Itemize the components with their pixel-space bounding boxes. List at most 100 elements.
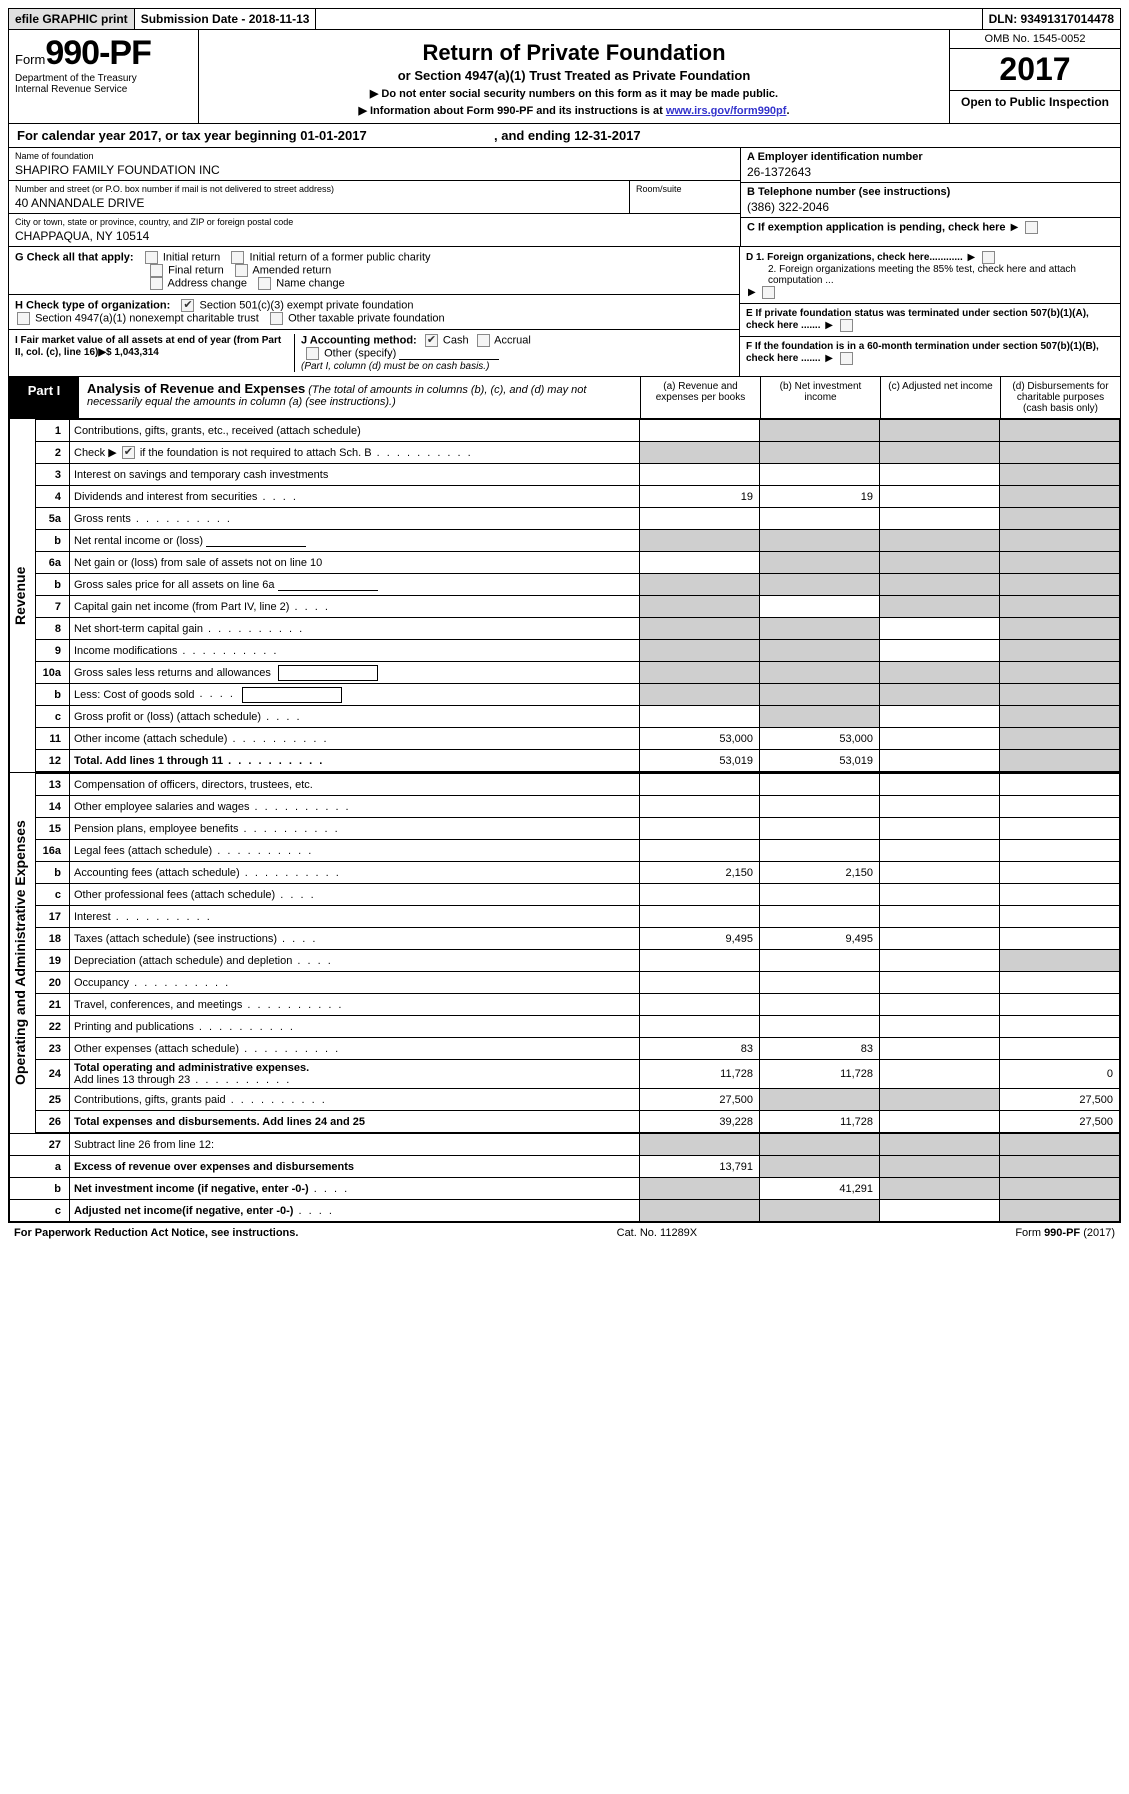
identity-grid: Name of foundation SHAPIRO FAMILY FOUNDA…: [9, 148, 1120, 247]
table-row: bAccounting fees (attach schedule)2,1502…: [36, 862, 1120, 884]
j1-label: Cash: [443, 334, 469, 346]
table-row: 12Total. Add lines 1 through 1153,01953,…: [36, 750, 1120, 772]
name-cell: Name of foundation SHAPIRO FAMILY FOUNDA…: [9, 148, 740, 181]
e-section: E If private foundation status was termi…: [740, 304, 1120, 337]
r6b-line: [278, 579, 378, 591]
ij-section: I Fair market value of all assets at end…: [9, 330, 739, 376]
g3-label: Final return: [168, 264, 224, 276]
address-cell: Number and street (or P.O. box number if…: [9, 181, 740, 214]
g2-checkbox[interactable]: [231, 251, 244, 264]
calendar-year-row: For calendar year 2017, or tax year begi…: [9, 124, 1120, 148]
arrow-icon: [966, 252, 978, 263]
g1-checkbox[interactable]: [145, 251, 158, 264]
name-label: Name of foundation: [15, 151, 734, 161]
table-row: 10aGross sales less returns and allowanc…: [36, 662, 1120, 684]
table-row: cAdjusted net income(if negative, enter …: [10, 1200, 1120, 1222]
g6-checkbox[interactable]: [258, 277, 271, 290]
r19-d: Depreciation (attach schedule) and deple…: [74, 955, 292, 967]
i-label: I Fair market value of all assets at end…: [15, 335, 281, 358]
part1-desc: Analysis of Revenue and Expenses (The to…: [79, 377, 640, 418]
arrow-icon: [823, 353, 835, 364]
schb-checkbox[interactable]: [122, 446, 135, 459]
d-section: D 1. Foreign organizations, check here..…: [740, 247, 1120, 304]
h1-checkbox[interactable]: [181, 299, 194, 312]
g6-label: Name change: [276, 277, 345, 289]
ein-cell: A Employer identification number 26-1372…: [741, 148, 1120, 183]
g-section: G Check all that apply: Initial return I…: [9, 247, 739, 295]
table-row: 19Depreciation (attach schedule) and dep…: [36, 950, 1120, 972]
tel-cell: B Telephone number (see instructions) (3…: [741, 183, 1120, 218]
form-prefix: Form: [15, 52, 45, 67]
r10a-d: Gross sales less returns and allowances: [74, 666, 271, 678]
r10b-d: Less: Cost of goods sold: [74, 688, 194, 700]
r16a-d: Legal fees (attach schedule): [74, 845, 212, 857]
g4-checkbox[interactable]: [235, 264, 248, 277]
irs: Internal Revenue Service: [15, 84, 192, 95]
g2-label: Initial return of a former public charit…: [250, 251, 431, 263]
line27-table: 27Subtract line 26 from line 12: aExcess…: [9, 1133, 1120, 1222]
r9-d: Income modifications: [74, 645, 177, 657]
r11-d: Other income (attach schedule): [74, 733, 227, 745]
e-checkbox[interactable]: [840, 319, 853, 332]
f-checkbox[interactable]: [840, 352, 853, 365]
instructions-link[interactable]: www.irs.gov/form990pf: [666, 105, 787, 117]
table-row: 17Interest: [36, 906, 1120, 928]
footer-left: For Paperwork Reduction Act Notice, see …: [14, 1227, 298, 1239]
h2-label: Section 4947(a)(1) nonexempt charitable …: [35, 312, 259, 324]
d1-checkbox[interactable]: [982, 251, 995, 264]
header-left: Form990-PF Department of the Treasury In…: [9, 30, 199, 123]
ghij-def-row: G Check all that apply: Initial return I…: [9, 247, 1120, 376]
addr-label: Number and street (or P.O. box number if…: [15, 184, 623, 194]
part1-tag: Part I: [9, 377, 79, 418]
table-row: 22Printing and publications: [36, 1016, 1120, 1038]
col-d-header: (d) Disbursements for charitable purpose…: [1000, 377, 1120, 418]
j-label: J Accounting method:: [301, 334, 417, 346]
r10b-box: [242, 687, 342, 703]
r6b-d: Gross sales price for all assets on line…: [74, 579, 275, 591]
table-row: 25Contributions, gifts, grants paid27,50…: [36, 1089, 1120, 1111]
r23-d: Other expenses (attach schedule): [74, 1043, 239, 1055]
r5b-line: [206, 535, 306, 547]
topbar: efile GRAPHIC print Submission Date - 20…: [9, 9, 1120, 30]
topbar-spacer: [316, 9, 982, 29]
h-label: H Check type of organization:: [15, 299, 170, 311]
table-row: bNet rental income or (loss): [36, 530, 1120, 552]
h2-checkbox[interactable]: [17, 312, 30, 325]
table-row: 1Contributions, gifts, grants, etc., rec…: [36, 420, 1120, 442]
g5-checkbox[interactable]: [150, 277, 163, 290]
r5a-d: Gross rents: [74, 513, 131, 525]
expenses-side-label: Operating and Administrative Expenses: [9, 773, 35, 1133]
form-container: efile GRAPHIC print Submission Date - 20…: [8, 8, 1121, 1223]
j1-checkbox[interactable]: [425, 334, 438, 347]
r2-post: if the foundation is not required to att…: [140, 447, 372, 459]
h3-checkbox[interactable]: [270, 312, 283, 325]
h1-label: Section 501(c)(3) exempt private foundat…: [199, 299, 413, 311]
table-row: 9Income modifications: [36, 640, 1120, 662]
table-row: 21Travel, conferences, and meetings: [36, 994, 1120, 1016]
g1-label: Initial return: [163, 251, 220, 263]
c-checkbox[interactable]: [1025, 221, 1038, 234]
arrow-icon: [1009, 221, 1021, 233]
table-row: 14Other employee salaries and wages: [36, 796, 1120, 818]
open-to-public: Open to Public Inspection: [950, 91, 1120, 113]
r5b-d: Net rental income or (loss): [74, 535, 203, 547]
j2-label: Accrual: [494, 334, 531, 346]
j-note: (Part I, column (d) must be on cash basi…: [301, 361, 489, 372]
footer-right: Form 990-PF (2017): [1015, 1227, 1115, 1239]
revenue-side-label: Revenue: [9, 419, 35, 772]
room-label: Room/suite: [636, 184, 734, 194]
r17-d: Interest: [74, 911, 111, 923]
ein-value: 26-1372643: [747, 165, 1114, 179]
table-row: 26Total expenses and disbursements. Add …: [36, 1111, 1120, 1133]
d2-checkbox[interactable]: [762, 286, 775, 299]
j2-checkbox[interactable]: [477, 334, 490, 347]
form-title: Return of Private Foundation: [209, 40, 939, 66]
r24-d: Total operating and administrative expen…: [74, 1062, 309, 1074]
dln: DLN: 93491317014478: [983, 9, 1120, 29]
form-number: 990-PF: [45, 34, 151, 72]
j3-checkbox[interactable]: [306, 347, 319, 360]
table-row: 18Taxes (attach schedule) (see instructi…: [36, 928, 1120, 950]
g3-checkbox[interactable]: [150, 264, 163, 277]
table-row: 20Occupancy: [36, 972, 1120, 994]
table-row: 13Compensation of officers, directors, t…: [36, 774, 1120, 796]
